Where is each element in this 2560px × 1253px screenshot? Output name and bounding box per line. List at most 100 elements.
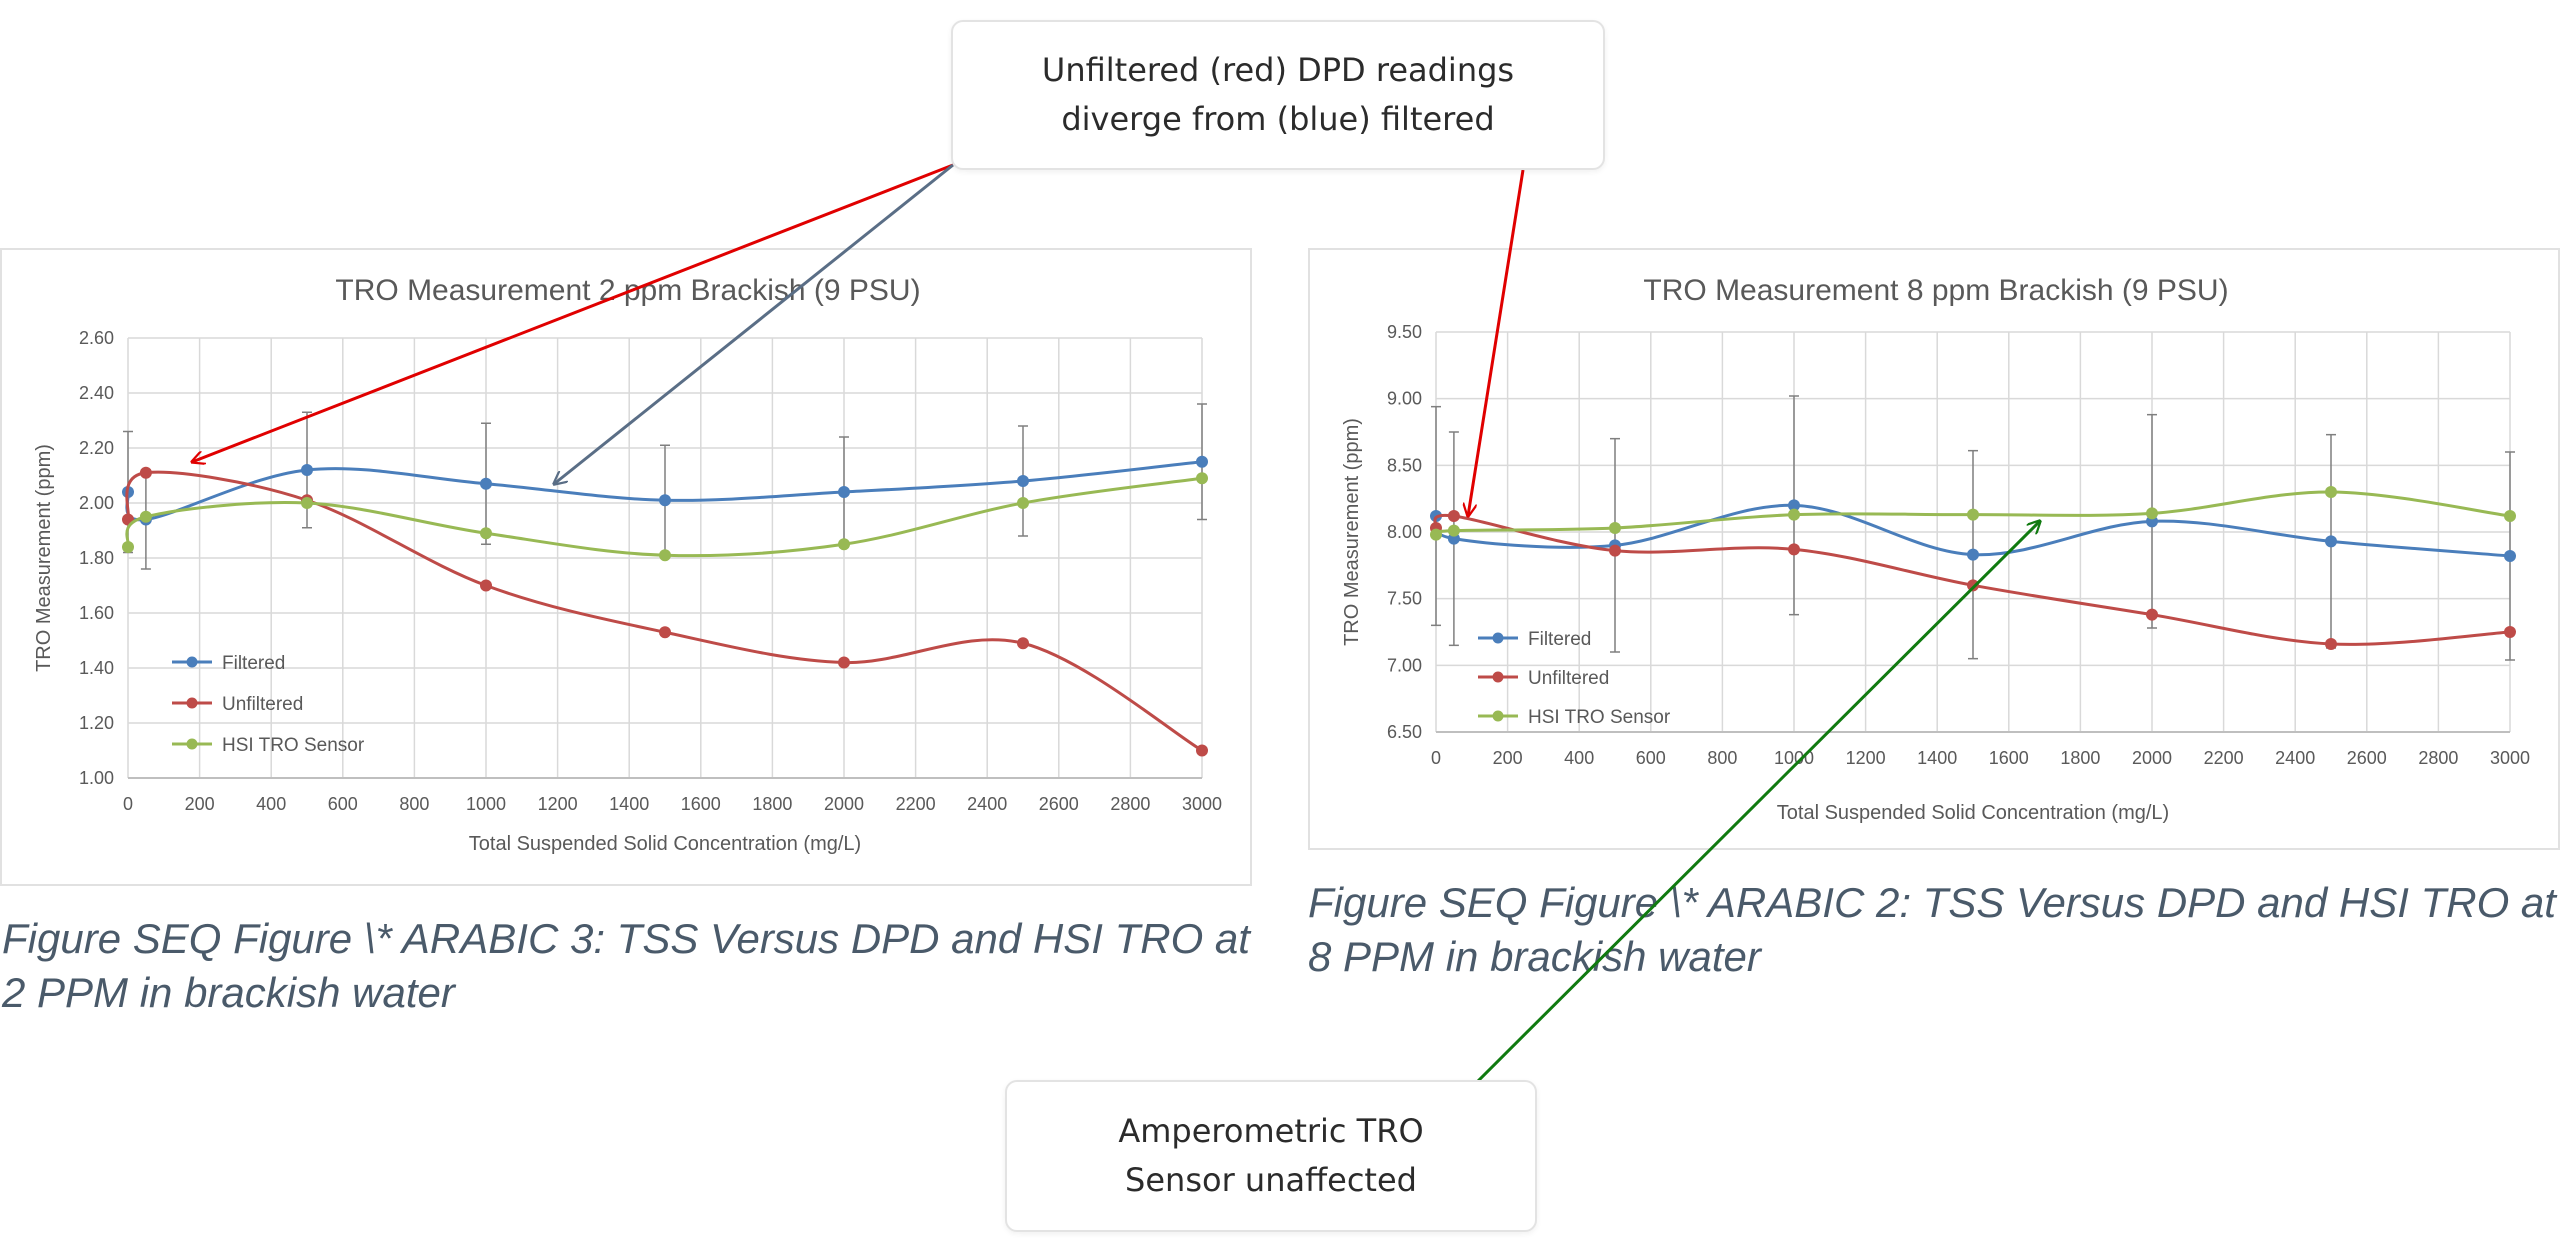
y-tick-label: 7.50: [1387, 589, 1422, 609]
x-tick-label: 400: [1564, 748, 1594, 768]
x-tick-label: 400: [256, 794, 286, 814]
y-tick-label: 8.00: [1387, 522, 1422, 542]
data-point-hsi-tro-sensor: [1609, 522, 1621, 534]
x-tick-label: 2600: [2347, 748, 2387, 768]
legend-label: HSI TRO Sensor: [222, 735, 365, 756]
y-tick-label: 2.00: [79, 493, 114, 513]
y-axis-label: TRO Measurement (ppm): [33, 444, 55, 672]
data-point-filtered: [480, 477, 492, 490]
y-tick-label: 1.40: [79, 658, 114, 678]
data-point-unfiltered: [2325, 638, 2337, 650]
legend-label: Unfiltered: [1528, 668, 1609, 689]
x-tick-label: 2400: [2275, 748, 2315, 768]
data-point-hsi-tro-sensor: [1788, 508, 1800, 521]
legend-marker: [186, 697, 198, 709]
callout-dpd-divergence: Unfiltered (red) DPD readings diverge fr…: [951, 20, 1605, 170]
data-point-filtered: [1967, 548, 1979, 561]
data-point-filtered: [838, 486, 850, 498]
data-point-filtered: [301, 464, 313, 476]
x-axis-label: Total Suspended Solid Concentration (mg/…: [1777, 802, 2169, 824]
data-point-hsi-tro-sensor: [122, 541, 134, 553]
data-point-hsi-tro-sensor: [139, 510, 152, 523]
data-point-filtered: [1196, 455, 1208, 468]
legend-marker: [186, 738, 198, 750]
data-point-unfiltered: [1447, 510, 1460, 522]
legend-label: HSI TRO Sensor: [1528, 707, 1671, 728]
data-point-filtered: [659, 494, 671, 507]
y-tick-label: 1.00: [79, 768, 114, 788]
legend-label: Filtered: [1528, 629, 1591, 650]
chart-2ppm-svg: 1.00 1.20 1.40 1.60 1.80 2.00 2.20 2.40 2.60 0 200…: [33, 274, 1222, 855]
data-point-unfiltered: [838, 656, 850, 669]
data-point-hsi-tro-sensor: [2504, 510, 2516, 522]
arrow-filtered-2ppm: [554, 163, 954, 484]
x-tick-label: 600: [1636, 748, 1666, 768]
data-point-unfiltered: [2146, 608, 2158, 621]
data-point-unfiltered: [1788, 543, 1800, 556]
data-point-filtered: [2325, 535, 2337, 548]
callout-amperometric-sensor: Amperometric TRO Sensor unaffected: [1005, 1080, 1537, 1232]
legend-label: Filtered: [222, 653, 285, 674]
x-tick-label: 200: [185, 794, 215, 814]
y-tick-label: 1.80: [79, 548, 114, 568]
data-point-hsi-tro-sensor: [1017, 497, 1029, 509]
data-point-hsi-tro-sensor: [838, 538, 850, 551]
x-tick-label: 1600: [1989, 748, 2029, 768]
x-tick-label: 2200: [896, 794, 936, 814]
data-point-hsi-tro-sensor: [659, 549, 671, 562]
y-tick-label: 9.00: [1387, 389, 1422, 409]
chart-2ppm: 1.00 1.20 1.40 1.60 1.80 2.00 2.20 2.40 2.60 0 200…: [0, 248, 1252, 886]
x-tick-label: 2400: [967, 794, 1007, 814]
x-tick-label: 1800: [2060, 748, 2100, 768]
series-line-hsi-tro-sensor: [125, 476, 1203, 558]
x-tick-label: 1600: [681, 794, 721, 814]
arrow-hsi-sensor-8ppm: [1476, 521, 2040, 1083]
x-tick-label: 1000: [466, 794, 506, 814]
callout-line: Unfiltered (red) DPD readings: [1041, 51, 1515, 89]
data-point-hsi-tro-sensor: [1430, 528, 1442, 541]
legend-marker: [1492, 710, 1504, 722]
y-tick-label: 7.00: [1387, 655, 1422, 675]
x-tick-label: 2000: [2132, 748, 2172, 768]
data-point-filtered: [1788, 499, 1800, 512]
y-tick-label: 2.20: [79, 438, 114, 458]
x-tick-label: 2800: [2418, 748, 2458, 768]
data-point-hsi-tro-sensor: [1196, 472, 1208, 485]
data-point-unfiltered: [1967, 579, 1979, 592]
legend-marker: [186, 656, 198, 668]
data-point-hsi-tro-sensor: [1967, 508, 1979, 521]
y-tick-label: 1.20: [79, 713, 114, 733]
x-tick-label: 3000: [1182, 794, 1222, 814]
chart-8ppm-svg: 6.50 7.00 7.50 8.00 8.50 9.00 9.50 0 200 400 600 80…: [1341, 274, 2530, 824]
data-point-hsi-tro-sensor: [2325, 486, 2337, 498]
legend-marker: [1492, 632, 1504, 644]
x-tick-label: 800: [1707, 748, 1737, 768]
callout-line: diverge from (blue) filtered: [1061, 100, 1495, 138]
y-tick-label: 9.50: [1387, 322, 1422, 342]
y-tick-label: 2.60: [79, 328, 114, 348]
y-tick-label: 2.40: [79, 383, 114, 403]
x-axis-label: Total Suspended Solid Concentration (mg/…: [469, 833, 861, 855]
data-point-filtered: [1017, 475, 1029, 487]
x-tick-label: 1400: [609, 794, 649, 814]
x-tick-label: 1400: [1917, 748, 1957, 768]
figure-caption-8ppm: Figure SEQ Figure \* ARABIC 2: TSS Versu…: [1308, 879, 2556, 980]
x-tick-label: 0: [123, 794, 133, 814]
chart-8ppm: 6.50 7.00 7.50 8.00 8.50 9.00 9.50 0 200 400 600 80…: [1308, 248, 2560, 850]
x-tick-label: 2600: [1039, 794, 1079, 814]
x-tick-label: 1000: [1774, 748, 1814, 768]
data-point-unfiltered: [1196, 744, 1208, 757]
series-line-filtered: [1433, 503, 2511, 558]
data-point-unfiltered: [2504, 626, 2516, 638]
x-tick-label: 600: [328, 794, 358, 814]
arrow-unfiltered-8ppm: [1468, 169, 1525, 516]
data-point-hsi-tro-sensor: [301, 497, 313, 509]
y-tick-label: 8.50: [1387, 455, 1422, 475]
x-tick-label: 2200: [2204, 748, 2244, 768]
x-tick-label: 1200: [538, 794, 578, 814]
series-line-unfiltered: [1433, 513, 2511, 646]
legend-marker: [1492, 671, 1504, 683]
arrow-unfiltered-2ppm: [192, 163, 954, 462]
x-tick-label: 0: [1431, 748, 1441, 768]
